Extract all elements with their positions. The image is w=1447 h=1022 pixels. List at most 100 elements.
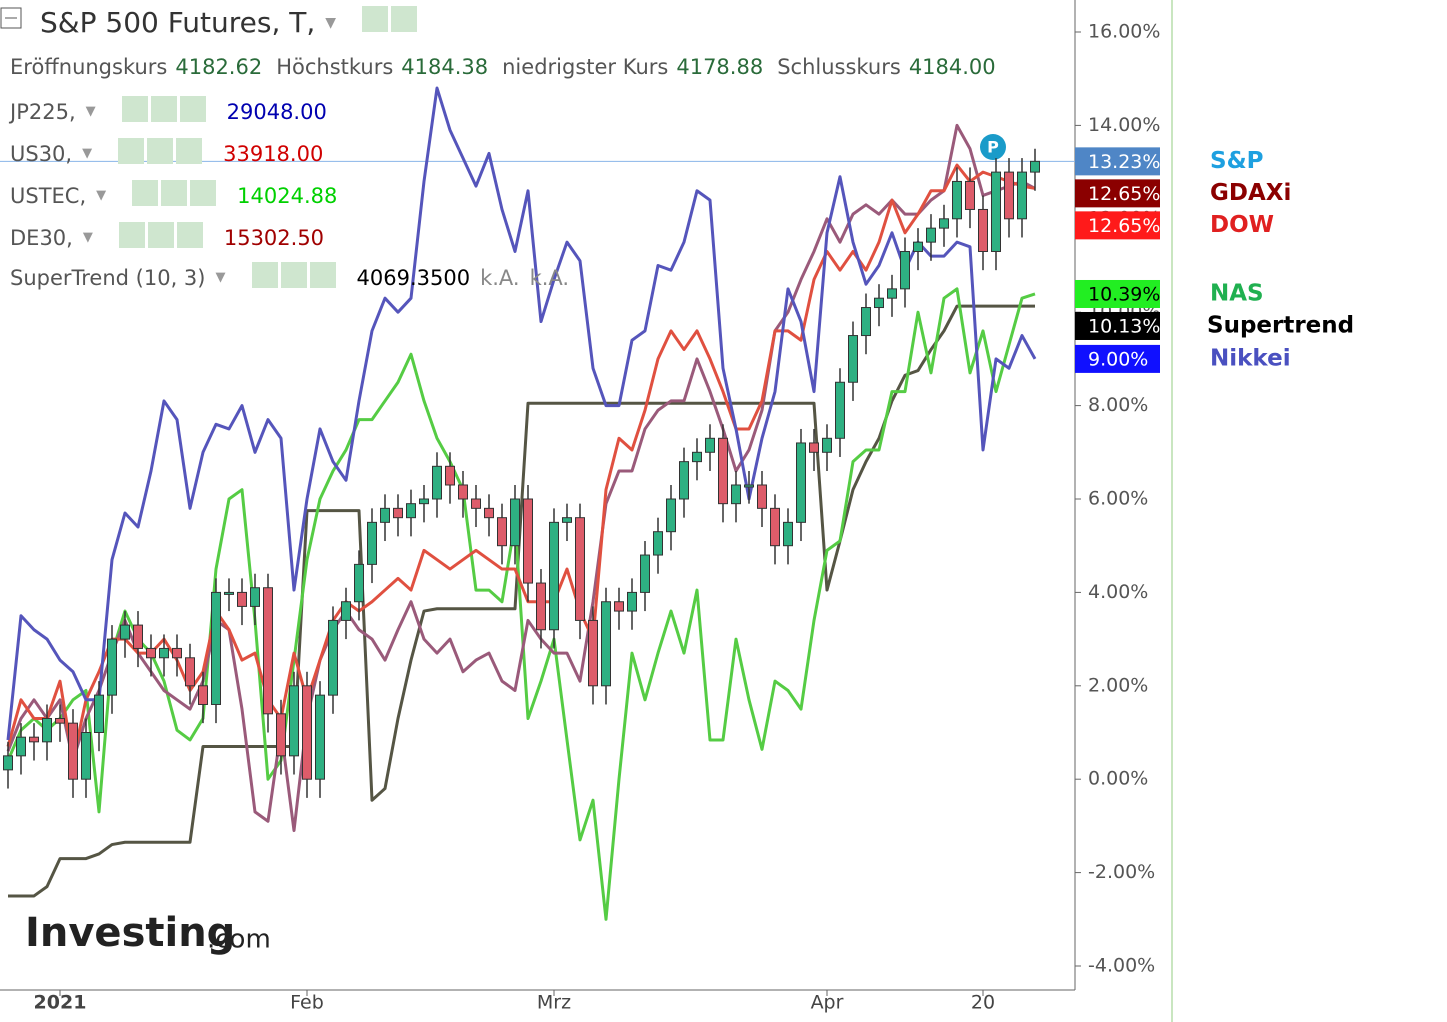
candle-body <box>120 624 130 640</box>
candle-body <box>42 717 52 743</box>
indicator-name: USTEC, <box>10 183 87 208</box>
candle-body <box>666 498 676 533</box>
candle-body <box>718 437 728 505</box>
indicator-value: 15302.50 <box>223 225 325 250</box>
indicator-value: 29048.00 <box>226 99 327 124</box>
value-tag <box>1075 279 1160 308</box>
candle-body <box>81 732 91 780</box>
candle-body <box>588 619 598 687</box>
candle-body <box>822 437 832 453</box>
candle-body <box>237 591 247 607</box>
candle-body <box>510 498 520 547</box>
candle-body <box>653 531 663 556</box>
candle-body <box>640 554 650 593</box>
candle-body <box>224 591 234 595</box>
candle-body <box>497 517 507 547</box>
candle-body <box>783 521 793 547</box>
candle-body <box>861 307 871 337</box>
value-tag <box>1075 179 1160 208</box>
line-series <box>8 304 1035 898</box>
indicator-name: SuperTrend (10, 3) <box>10 265 206 290</box>
ohlc-value: 4184.38 <box>401 55 489 79</box>
y-tick-label: 8.00% <box>1088 394 1148 416</box>
candle-body <box>250 587 260 607</box>
y-tick-label: 0.00% <box>1088 768 1148 790</box>
candle-body <box>289 685 299 757</box>
indicator-value: 14024.88 <box>237 183 338 208</box>
candle-body <box>549 521 559 631</box>
candle-body <box>146 647 156 659</box>
legend-label: NAS <box>1210 280 1264 306</box>
indicator-row: USTEC, ▼ 14024.88 <box>10 180 337 211</box>
indicator-row: JP225, ▼ 29048.00 <box>10 96 327 127</box>
line-series <box>6 287 1036 921</box>
candle-body <box>380 507 390 523</box>
candle-body <box>393 507 403 519</box>
candle-body <box>731 484 741 505</box>
value-tag-label: 10.39% <box>1088 283 1160 305</box>
ohlc-label: niedrigster Kurs <box>502 55 669 79</box>
icons <box>118 222 206 253</box>
dropdown: ▼ <box>96 188 107 203</box>
candle-body <box>3 755 13 771</box>
icons <box>132 180 219 211</box>
value-tag-label: 13.23% <box>1088 151 1160 173</box>
candle-body <box>1017 171 1027 220</box>
icons <box>251 262 339 293</box>
legend-label: Nikkei <box>1210 345 1291 371</box>
ohlc-label: Schlusskurs <box>777 55 901 79</box>
value-tag-label: 9.00% <box>1088 348 1148 370</box>
candle-body <box>419 498 429 505</box>
ohlc-value: 4184.00 <box>908 55 996 79</box>
candle-body <box>757 484 767 509</box>
candle-body <box>601 601 611 687</box>
candle-body <box>315 694 325 780</box>
candle-body <box>913 241 923 252</box>
icons <box>121 96 209 127</box>
x-tick-label: Feb <box>290 992 324 1014</box>
candle-body <box>627 591 637 612</box>
x-tick-label: Apr <box>811 992 844 1014</box>
candle-body <box>484 507 494 519</box>
dropdown[interactable]: ▼ <box>325 14 337 31</box>
candle-body <box>679 461 689 500</box>
candle-body <box>341 601 351 621</box>
chart-title: S&P 500 Futures, T, <box>40 6 316 39</box>
candle-body <box>406 503 416 519</box>
icons <box>118 138 205 169</box>
p-marker-label: P <box>987 138 999 157</box>
line-series <box>6 163 1036 763</box>
ohlc-row: Eröffnungskurs 4182.62 Höchstkurs 4184.38 ni… <box>10 55 1002 79</box>
y-tick-label: 4.00% <box>1088 581 1148 603</box>
legend-label: S&P <box>1210 148 1263 174</box>
candle-body <box>705 437 715 453</box>
collapse-box[interactable] <box>0 7 22 29</box>
title-row: S&P 500 Futures, T, ▼ <box>40 6 420 39</box>
value-tag-label: 12.65% <box>1088 183 1160 205</box>
candle-body <box>874 297 884 309</box>
indicator-name: JP225, <box>10 99 76 124</box>
candle-body <box>575 517 585 621</box>
value-tag-label: 10.13% <box>1088 315 1160 337</box>
candle-body <box>354 563 364 603</box>
candle-body <box>185 657 195 687</box>
icons <box>362 6 420 39</box>
candle-body <box>562 517 572 523</box>
value-tag-label: 12.65% <box>1088 215 1160 237</box>
candle-body <box>445 465 455 486</box>
candle-body <box>900 250 910 290</box>
candle-body <box>939 218 949 229</box>
indicator-name: DE30, <box>10 225 73 250</box>
candle-body <box>276 713 286 757</box>
candle-body <box>770 507 780 547</box>
candle-body <box>133 624 143 649</box>
candle-body <box>263 587 273 715</box>
candle-body <box>471 498 481 509</box>
ohlc-label: Eröffnungskurs <box>10 55 168 79</box>
indicator-name: US30, <box>10 141 73 166</box>
y-tick-label: 2.00% <box>1088 674 1148 696</box>
indicator-extra: k.A. <box>480 265 520 290</box>
candle-body <box>328 619 338 696</box>
